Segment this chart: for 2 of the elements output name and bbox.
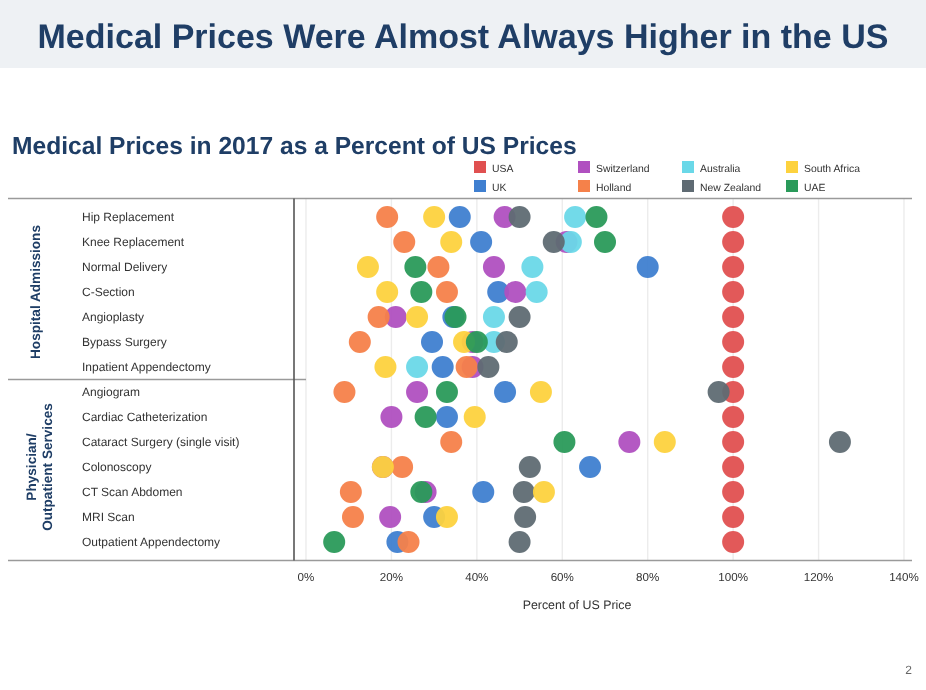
chart-subtitle: Medical Prices in 2017 as a Percent of US Prices — [12, 132, 577, 160]
chart-title: Medical Prices Were Almost Always Higher in the US — [37, 18, 889, 56]
